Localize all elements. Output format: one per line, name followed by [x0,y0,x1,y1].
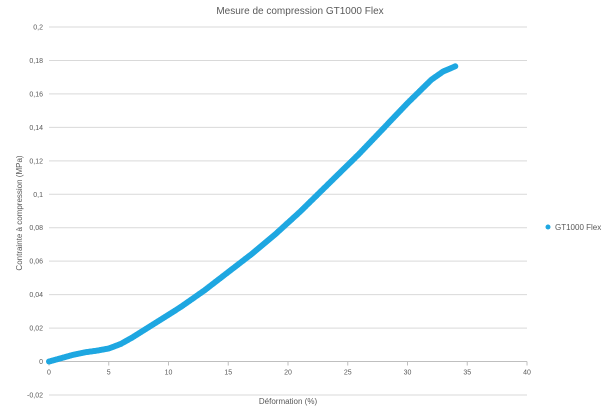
chart-ticks: -0,02 0 0,02 0,04 0,06 0,08 0,1 0,12 0,14 0,16 0,1… [27,25,531,400]
x-tick-label: 5 [107,370,111,377]
x-tick-label: 10 [165,370,173,377]
y-tick-label: 0,18 [29,58,43,65]
x-tick-label: 40 [523,370,531,377]
data-point [452,63,459,70]
y-tick-label: 0,02 [29,326,43,333]
y-tick-label: 0,2 [33,25,43,32]
y-tick-label: -0,02 [27,393,43,400]
x-tick-label: 30 [404,370,412,377]
legend-label: GT1000 Flex [555,223,601,232]
legend-marker [545,224,551,230]
x-tick-label: 0 [47,370,51,377]
y-tick-label: 0,06 [29,259,43,266]
y-tick-label: 0,12 [29,158,43,165]
chart-series-gt1000-flex [46,63,459,365]
x-tick-label: 20 [284,370,292,377]
y-tick-label: 0 [39,359,43,366]
y-tick-label: 0,08 [29,225,43,232]
y-axis-label: Contrainte à compression (MPa) [15,155,24,270]
x-tick-label: 15 [224,370,232,377]
chart-grid [49,26,527,396]
chart-title: Mesure de compression GT1000 Flex [216,6,383,17]
y-tick-label: 0,16 [29,91,43,98]
y-tick-label: 0,14 [29,125,43,132]
x-axis-label: Déformation (%) [259,397,318,406]
legend: GT1000 Flex [545,223,601,232]
y-tick-label: 0,1 [33,192,43,199]
x-tick-label: 35 [463,370,471,377]
chart-axes [48,361,528,366]
x-tick-label: 25 [344,370,352,377]
y-tick-label: 0,04 [29,292,43,299]
